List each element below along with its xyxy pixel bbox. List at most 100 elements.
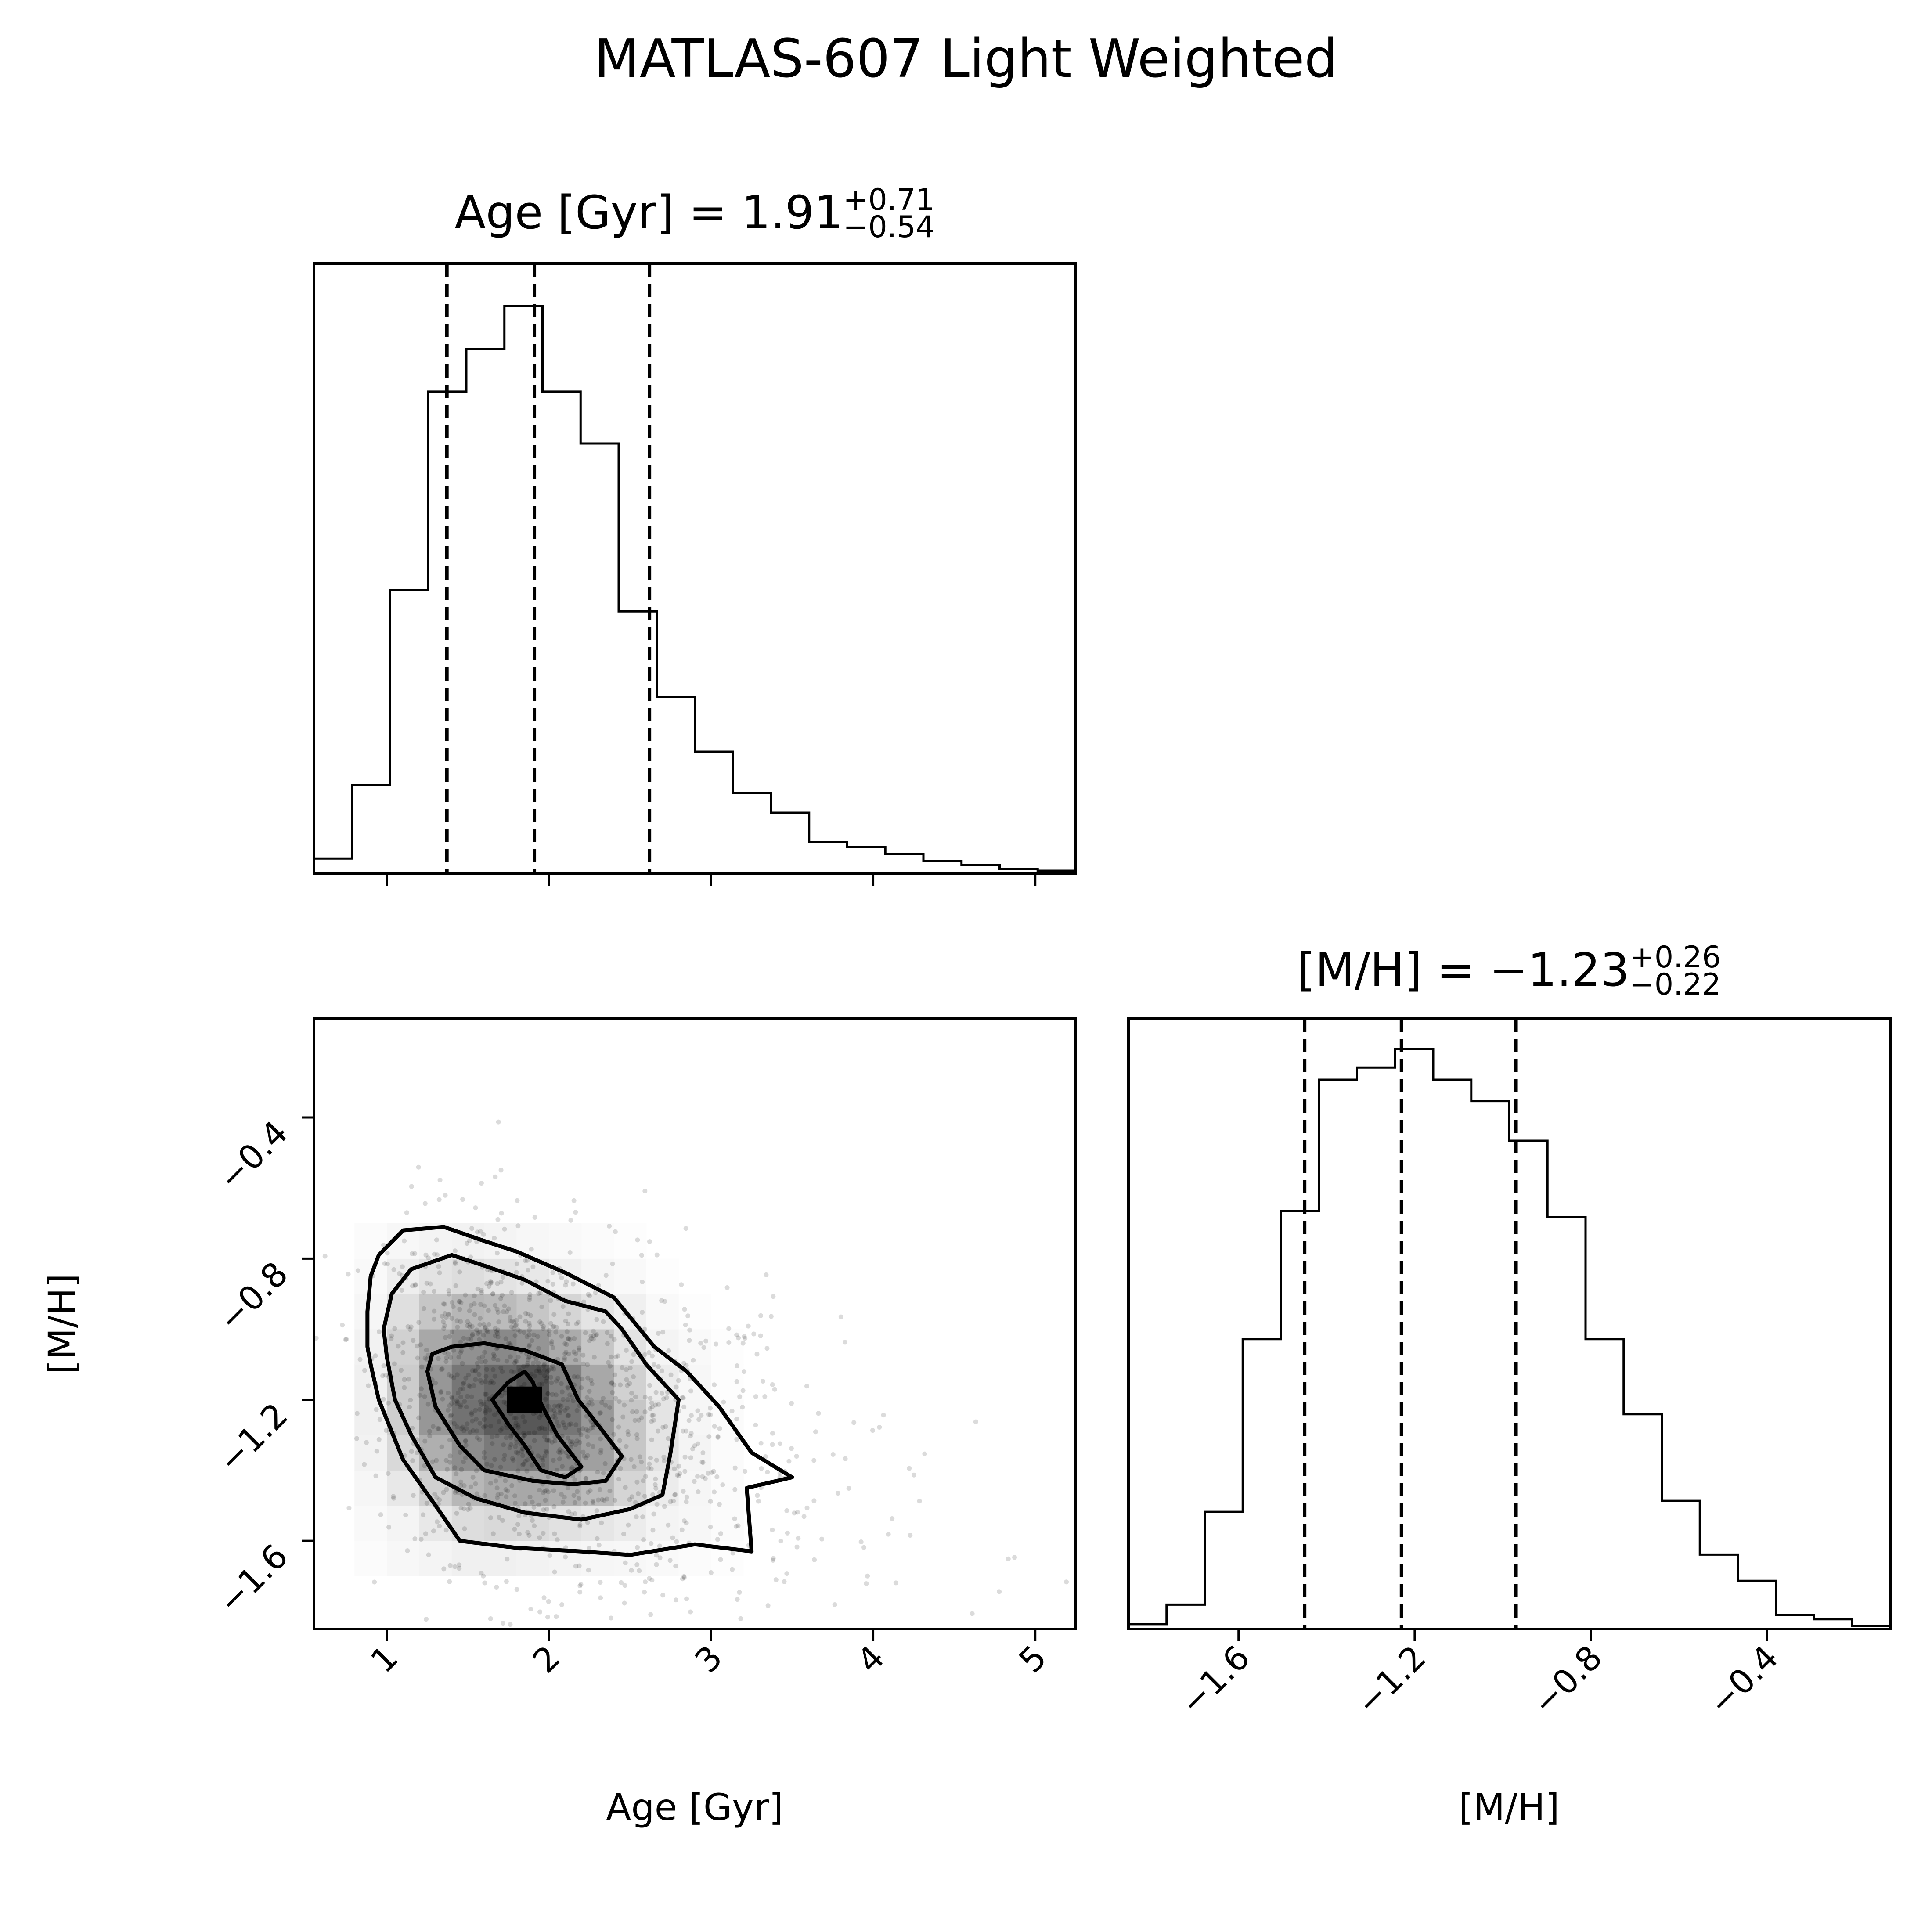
scatter-point [533, 1279, 539, 1284]
scatter-point [457, 1269, 462, 1275]
scatter-point [578, 1432, 584, 1437]
scatter-point [525, 1258, 530, 1263]
scatter-point [530, 1518, 535, 1523]
scatter-point [484, 1405, 489, 1410]
density-cell [646, 1505, 679, 1541]
scatter-point [574, 1438, 580, 1444]
scatter-point [346, 1505, 352, 1510]
scatter-point [649, 1413, 655, 1418]
scatter-point [512, 1416, 517, 1421]
scatter-point [577, 1348, 582, 1353]
scatter-point [740, 1388, 746, 1393]
scatter-point [458, 1387, 463, 1392]
scatter-point [698, 1341, 703, 1346]
scatter-point [564, 1329, 570, 1334]
scatter-point [552, 1531, 557, 1536]
scatter-point [517, 1314, 523, 1319]
scatter-point [595, 1470, 600, 1475]
scatter-point [470, 1428, 476, 1433]
scatter-point [549, 1380, 554, 1385]
scatter-point [458, 1479, 464, 1485]
scatter-point [510, 1456, 515, 1461]
scatter-point [422, 1438, 428, 1444]
scatter-point [670, 1535, 675, 1540]
scatter-point [681, 1428, 686, 1434]
scatter-point [413, 1282, 418, 1287]
scatter-point [463, 1438, 469, 1443]
scatter-point [422, 1355, 428, 1361]
scatter-point [813, 1429, 818, 1435]
scatter-point [609, 1381, 614, 1386]
scatter-point [515, 1450, 521, 1456]
scatter-point [565, 1384, 570, 1390]
scatter-point [552, 1438, 558, 1444]
scatter-point [692, 1479, 697, 1484]
scatter-point [789, 1446, 794, 1451]
scatter-point [560, 1397, 566, 1402]
scatter-point [554, 1614, 559, 1619]
scatter-point [708, 1499, 713, 1504]
scatter-point [521, 1431, 526, 1436]
scatter-point [618, 1382, 623, 1388]
scatter-point [537, 1319, 543, 1325]
scatter-point [482, 1303, 487, 1308]
scatter-point [657, 1543, 662, 1549]
scatter-point [539, 1412, 544, 1417]
scatter-point [542, 1373, 547, 1378]
scatter-point [563, 1554, 568, 1560]
scatter-point [457, 1562, 462, 1568]
scatter-point [458, 1404, 463, 1409]
scatter-point [601, 1319, 606, 1324]
density-cell [387, 1541, 420, 1576]
scatter-point [549, 1439, 555, 1445]
density-cell [678, 1329, 711, 1365]
scatter-point [635, 1491, 641, 1496]
scatter-point [391, 1494, 396, 1499]
scatter-point [585, 1428, 591, 1433]
scatter-point [376, 1437, 382, 1442]
scatter-point [785, 1530, 790, 1536]
scatter-point [700, 1474, 705, 1479]
scatter-point [612, 1497, 617, 1503]
scatter-point [648, 1455, 653, 1460]
scatter-point [475, 1361, 480, 1366]
scatter-point [405, 1324, 411, 1329]
scatter-point [631, 1374, 636, 1380]
scatter-point [532, 1438, 537, 1443]
scatter-point [760, 1378, 765, 1384]
scatter-point [511, 1457, 516, 1463]
scatter-point [721, 1399, 726, 1405]
scatter-point [488, 1424, 494, 1429]
scatter-point [472, 1301, 477, 1306]
scatter-point [502, 1303, 507, 1308]
scatter-point [495, 1217, 501, 1222]
scatter-point [443, 1315, 449, 1320]
scatter-point [552, 1411, 558, 1417]
scatter-point [593, 1333, 598, 1338]
scatter-point [552, 1403, 557, 1409]
scatter-point [461, 1381, 466, 1387]
scatter-point [742, 1369, 747, 1374]
scatter-point [525, 1362, 530, 1368]
scatter-point [469, 1412, 474, 1417]
scatter-point [570, 1439, 575, 1445]
scatter-point [421, 1512, 426, 1517]
scatter-point [577, 1563, 582, 1568]
scatter-point [498, 1464, 503, 1470]
scatter-point [585, 1520, 590, 1525]
scatter-point [545, 1279, 551, 1284]
scatter-point [586, 1568, 591, 1573]
scatter-point [455, 1399, 460, 1405]
scatter-point [446, 1391, 451, 1396]
scatter-point [475, 1330, 480, 1336]
age-histogram-ticks [386, 874, 1037, 886]
scatter-point [498, 1168, 504, 1173]
scatter-point [612, 1382, 617, 1388]
scatter-point [562, 1408, 568, 1413]
scatter-point [612, 1372, 617, 1377]
scatter-point [591, 1337, 596, 1342]
scatter-point [681, 1574, 687, 1579]
scatter-point [789, 1401, 794, 1406]
scatter-point [494, 1329, 499, 1334]
x-tick-label: −0.4 [1701, 1638, 1785, 1723]
